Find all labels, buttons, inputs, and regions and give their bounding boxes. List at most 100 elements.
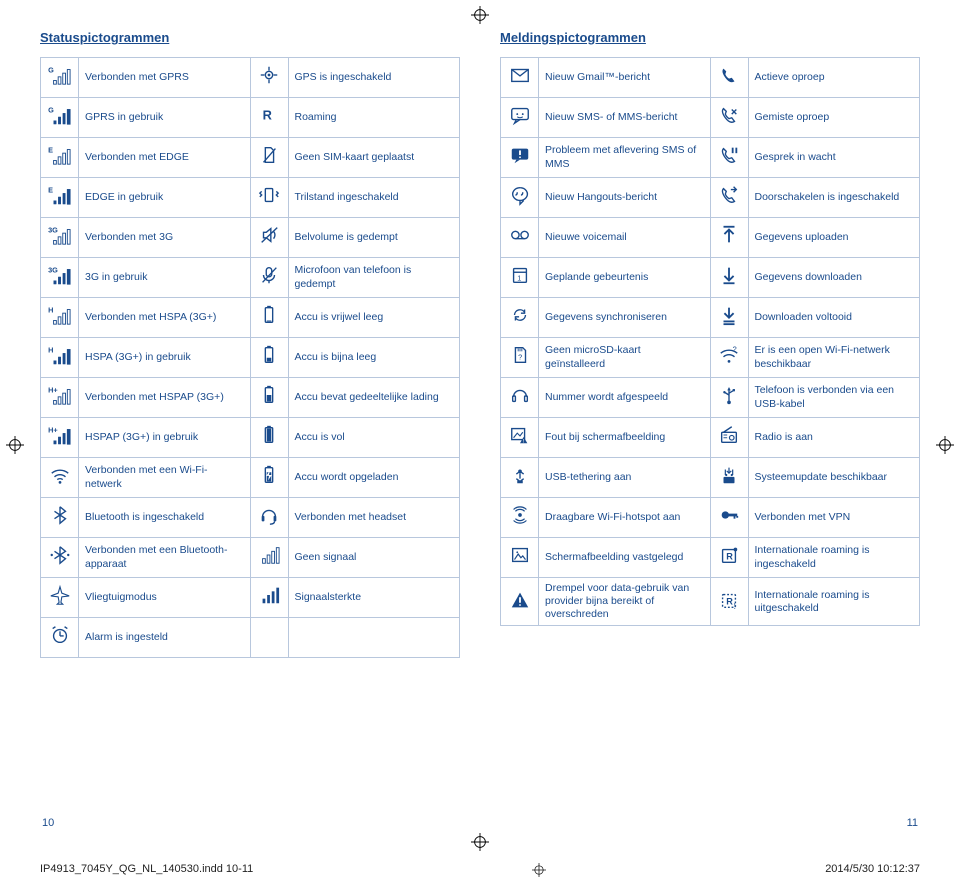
cell-label: Vliegtuigmodus — [79, 578, 251, 618]
empty-icon — [250, 618, 288, 658]
registration-mark-icon — [532, 863, 546, 877]
table-row: USB-tethering aan Systeemupdate beschikba… — [501, 458, 920, 498]
download-done-icon — [710, 298, 748, 338]
registration-mark-icon — [936, 436, 954, 454]
missed-call-icon — [710, 98, 748, 138]
table-row: GGPRS in gebruikRRoaming — [41, 98, 460, 138]
cell-label: Gegevens uploaden — [748, 218, 920, 258]
svg-text:R: R — [263, 108, 272, 123]
bat-charge-icon — [250, 458, 288, 498]
cell-label: Geplande gebeurtenis — [539, 258, 711, 298]
alarm-icon — [41, 618, 79, 658]
cell-label: EDGE in gebruik — [79, 178, 251, 218]
cell-label: Gegevens synchroniseren — [539, 298, 711, 338]
cell-label: Roaming — [288, 98, 460, 138]
hotspot-icon — [501, 498, 539, 538]
cell-label: Signaalsterkte — [288, 578, 460, 618]
cell-label: Nieuwe voicemail — [539, 218, 711, 258]
cell-label: Systeemupdate beschikbaar — [748, 458, 920, 498]
cell-label: Draagbare Wi-Fi-hotspot aan — [539, 498, 711, 538]
cell-label: Verbonden met HSPA (3G+) — [79, 298, 251, 338]
svg-text:H: H — [48, 306, 53, 315]
bat-empty-icon — [250, 298, 288, 338]
table-row: 3GVerbonden met 3GBelvolume is gedempt — [41, 218, 460, 258]
shot-err-icon: ! — [501, 418, 539, 458]
svg-text:?: ? — [518, 353, 522, 362]
no-sd-icon: ? — [501, 338, 539, 378]
cell-label: Internationale roaming is ingeschakeld — [748, 538, 920, 578]
cell-label: Verbonden met HSPAP (3G+) — [79, 378, 251, 418]
table-row: Verbonden met een Wi-Fi-netwerkAccu word… — [41, 458, 460, 498]
table-row: EVerbonden met EDGEGeen SIM-kaart geplaa… — [41, 138, 460, 178]
sms-error-icon — [501, 138, 539, 178]
cell-label: Er is een open Wi-Fi-netwerk beschikbaar — [748, 338, 920, 378]
screenshot-icon — [501, 538, 539, 578]
svg-text:G: G — [48, 106, 54, 115]
bluetooth-conn-icon — [41, 538, 79, 578]
table-row: Probleem met aflevering SMS of MMSGespre… — [501, 138, 920, 178]
table-row: Bluetooth is ingeschakeldVerbonden met h… — [41, 498, 460, 538]
signal-hp-icon: H+ — [41, 378, 79, 418]
cell-label: Verbonden met GPRS — [79, 58, 251, 98]
signal-bars-icon — [250, 578, 288, 618]
cell-label: Drempel voor data-gebruik van provider b… — [539, 578, 711, 626]
svg-text:H: H — [48, 346, 53, 355]
cell-label: Geen microSD-kaart geïnstalleerd — [539, 338, 711, 378]
svg-text:E: E — [48, 146, 53, 155]
roam-on-icon: R — [710, 538, 748, 578]
cell-label: HSPA (3G+) in gebruik — [79, 338, 251, 378]
svg-text:3G: 3G — [48, 266, 58, 275]
vibrate-icon — [250, 178, 288, 218]
table-row: HHSPA (3G+) in gebruikAccu is bijna leeg — [41, 338, 460, 378]
svg-text:H+: H+ — [48, 426, 58, 435]
cell-label: Telefoon is verbonden via een USB-kabel — [748, 378, 920, 418]
signal-3g-use-icon: 3G — [41, 258, 79, 298]
roam-off-icon: R! — [710, 578, 748, 626]
cell-label — [288, 618, 460, 658]
page-number-right: 11 — [907, 817, 918, 829]
sys-update-icon — [710, 458, 748, 498]
cell-label: Schermafbeelding vastgelegd — [539, 538, 711, 578]
notif-table: Nieuw Gmail™-berichtActieve oproepNieuw … — [500, 57, 920, 626]
bat-half-icon — [250, 378, 288, 418]
footer: IP4913_7045Y_QG_NL_140530.indd 10-11 201… — [40, 863, 920, 877]
registration-mark-icon — [6, 436, 24, 454]
cell-label: Verbonden met EDGE — [79, 138, 251, 178]
svg-text:E: E — [48, 186, 53, 195]
music-icon — [501, 378, 539, 418]
cell-label: USB-tethering aan — [539, 458, 711, 498]
sms-icon — [501, 98, 539, 138]
table-row: HVerbonden met HSPA (3G+)Accu is vrijwel… — [41, 298, 460, 338]
headset-icon — [250, 498, 288, 538]
cell-label: GPS is ingeschakeld — [288, 58, 460, 98]
cell-label: Geen signaal — [288, 538, 460, 578]
usb-icon — [710, 378, 748, 418]
no-signal-icon — [250, 538, 288, 578]
ringer-mute-icon — [250, 218, 288, 258]
svg-text:1: 1 — [517, 274, 521, 283]
data-warn-icon — [501, 578, 539, 626]
wifi-icon — [41, 458, 79, 498]
table-row: EEDGE in gebruikTrilstand ingeschakeld — [41, 178, 460, 218]
table-row: Alarm is ingesteld — [41, 618, 460, 658]
page-number-left: 10 — [42, 817, 54, 829]
table-row: Nieuw Hangouts-berichtDoorschakelen is i… — [501, 178, 920, 218]
table-row: 3G3G in gebruikMicrofoon van telefoon is… — [41, 258, 460, 298]
radio-icon — [710, 418, 748, 458]
svg-text:3G: 3G — [48, 226, 58, 235]
cell-label: Alarm is ingesteld — [79, 618, 251, 658]
cell-label: Gemiste oproep — [748, 98, 920, 138]
table-row: Verbonden met een Bluetooth-apparaatGeen… — [41, 538, 460, 578]
cell-label: Verbonden met een Wi-Fi-netwerk — [79, 458, 251, 498]
calendar-icon: 1 — [501, 258, 539, 298]
cell-label: Accu is vol — [288, 418, 460, 458]
gmail-icon — [501, 58, 539, 98]
signal-g-icon: G — [41, 58, 79, 98]
vpn-icon — [710, 498, 748, 538]
table-row: GVerbonden met GPRS GPS is ingeschakeld — [41, 58, 460, 98]
table-row: ?Geen microSD-kaart geïnstalleerd?Er is … — [501, 338, 920, 378]
cell-label: HSPAP (3G+) in gebruik — [79, 418, 251, 458]
table-row: Nieuw SMS- of MMS-berichtGemiste oproep — [501, 98, 920, 138]
cell-label: Bluetooth is ingeschakeld — [79, 498, 251, 538]
call-icon — [710, 58, 748, 98]
